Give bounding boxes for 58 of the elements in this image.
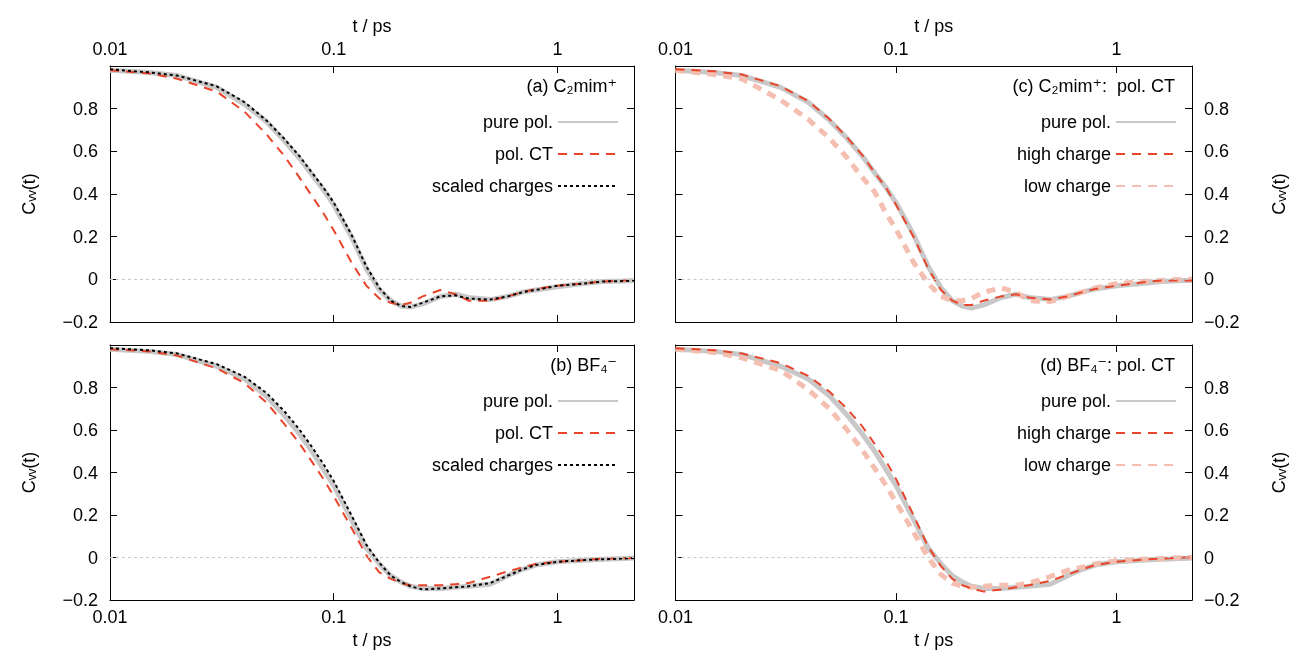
x-axis-title: t / ps [914,16,954,37]
legend-label: pol. CT [494,423,553,443]
legend-label: pure pol. [1040,112,1111,132]
y2-tick-label: 0.8 [1204,98,1230,119]
legend-label: pure pol. [482,112,553,132]
legend-label: pure pol. [1040,391,1111,411]
y-axis-title: Cᵥᵥ(t) [19,173,39,215]
legend-label: scaled charges [431,455,553,475]
y-tick-label: 0.8 [72,98,98,119]
y-tick-label: 0.4 [72,462,98,483]
text: (c) C₂mim⁺: pol. CT [1012,76,1175,96]
legend-label: scaled charges [431,176,553,196]
y2-tick-label: 0.4 [1204,184,1230,204]
legend-label: low charge [1023,455,1111,475]
text: (d) BF₄⁻: pol. CT [1040,355,1176,375]
legend-label: high charge [1016,423,1111,443]
x-tick-label: 1 [552,39,563,59]
y2-tick-label: 0 [1204,547,1215,568]
y-axis-title: Cᵥᵥ(t) [19,451,39,494]
x-tick-label: 1 [1111,607,1122,628]
legend-label: pure pol. [482,391,553,411]
y2-tick-label: −0.2 [1204,590,1240,611]
x-tick-label: 1 [1111,39,1122,59]
x-tick-label: 0.1 [321,607,347,628]
y-tick-label: 0.6 [72,420,98,441]
x-tick-label: 0.01 [657,607,694,628]
y2-axis-title: Cᵥᵥ(t) [1269,173,1289,215]
y2-tick-label: 0.6 [1204,141,1230,162]
x-axis-title: t / ps [352,16,392,37]
y2-tick-label: 0.2 [1204,226,1230,247]
x-tick-label: 0.1 [883,607,909,628]
legend-label: pol. CT [494,144,553,164]
x-tick-label: 0.1 [321,39,347,59]
y2-tick-label: −0.2 [1204,312,1240,332]
x-tick-label: 0.01 [92,39,128,59]
x-tick-label: 1 [552,607,563,628]
x-tick-label: 0.01 [657,39,694,59]
x-axis-title: t / ps [352,630,392,650]
y2-tick-label: 0.8 [1204,377,1230,398]
y2-axis-title: Cᵥᵥ(t) [1269,451,1289,494]
y2-tick-label: 0 [1204,269,1215,290]
y-tick-label: 0.4 [72,184,98,204]
y2-tick-label: 0.2 [1204,505,1230,526]
y-tick-label: 0.2 [72,505,98,526]
text: (b) BF₄⁻ [550,355,618,375]
legend-label: high charge [1016,144,1111,164]
x-tick-label: 0.1 [883,39,909,59]
y2-tick-label: 0.6 [1204,420,1230,441]
text: (a) C₂mim⁺ [526,76,618,96]
y-tick-label: 0.8 [72,377,98,398]
y-tick-label: 0 [87,269,98,290]
y2-tick-label: 0.4 [1204,462,1230,483]
y-tick-label: 0 [87,547,98,568]
y-tick-label: 0.6 [72,141,98,162]
y-tick-label: −0.2 [62,312,98,332]
y-tick-label: 0.2 [72,226,98,247]
legend-label: low charge [1023,176,1111,196]
x-axis-title: t / ps [914,630,954,650]
